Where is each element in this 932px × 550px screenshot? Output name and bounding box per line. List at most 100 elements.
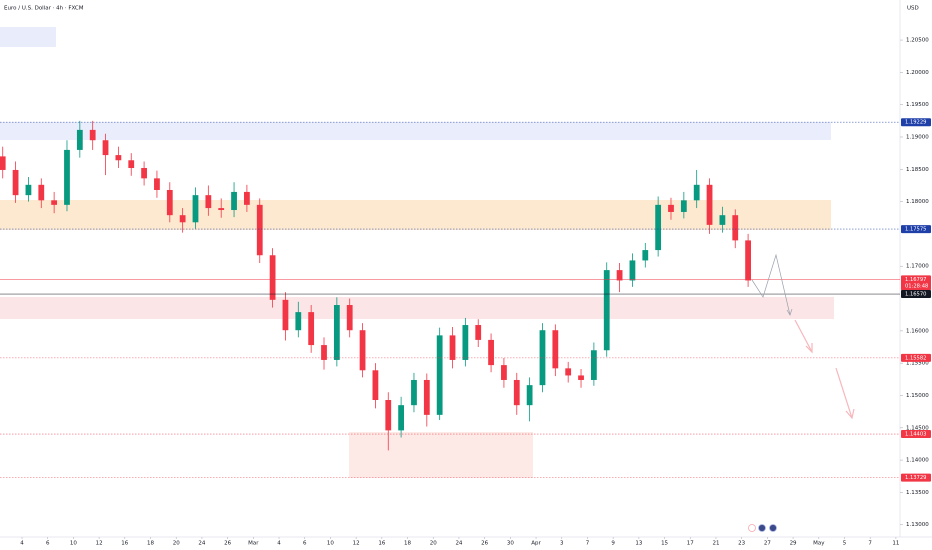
candle-body: [552, 330, 559, 369]
x-tick-label: 26: [481, 541, 488, 547]
candle-body: [205, 195, 212, 209]
candle-body: [436, 335, 443, 415]
candle-body: [372, 370, 379, 401]
x-tick-label: 7: [868, 541, 872, 547]
candle-body: [488, 339, 494, 366]
candle-body: [179, 215, 186, 223]
candle-body: [629, 260, 636, 281]
level-label-box: [901, 275, 931, 291]
arrow-head: [805, 343, 813, 354]
x-tick-label: 9: [611, 541, 615, 547]
y-tick-label: 1.20000: [906, 70, 929, 76]
x-tick-label: 5: [843, 541, 847, 547]
x-tick-label: 20: [173, 541, 180, 547]
x-tick-label: 4: [277, 541, 281, 547]
candle-body: [192, 195, 199, 223]
level-label: 1.13729: [905, 475, 926, 481]
candle-body: [719, 215, 726, 225]
projection-arrow: [794, 319, 813, 353]
candle-body: [269, 255, 276, 300]
y-tick-label: 1.14500: [906, 425, 929, 431]
candle-body: [359, 330, 366, 371]
level-label-box: [901, 118, 931, 127]
candle-body: [51, 200, 58, 205]
candle-body: [76, 129, 83, 150]
x-tick-label: 10: [327, 541, 334, 547]
candle-body: [295, 312, 302, 331]
candle-body: [578, 375, 584, 380]
candle-body: [565, 368, 572, 376]
level-label-box: [901, 290, 931, 299]
projection: [751, 253, 855, 420]
candle-body: [693, 184, 700, 201]
level-label: 1.14403: [905, 432, 926, 438]
candle-body: [102, 140, 109, 156]
candle-body: [128, 160, 135, 169]
x-tick-label: 21: [712, 541, 719, 547]
y-tick-label: 1.20500: [906, 38, 929, 44]
candle-body: [398, 405, 405, 431]
zone: [0, 27, 56, 47]
x-tick-label: 15: [661, 541, 668, 547]
event-icon[interactable]: [769, 524, 777, 532]
arrow-head: [786, 308, 793, 316]
candles: [0, 120, 751, 451]
candle-body: [449, 335, 456, 360]
candle-body: [539, 330, 546, 386]
x-tick-label: Apr: [531, 541, 541, 547]
zones: [0, 27, 834, 478]
candle-body: [423, 379, 430, 415]
candle-body: [655, 204, 662, 251]
candle-body: [385, 400, 392, 431]
level-label-box: [901, 430, 931, 439]
y-tick-label: 1.18500: [906, 167, 929, 173]
x-tick-label: 27: [764, 541, 771, 547]
candle-body: [462, 325, 469, 360]
level-label: 1.19229: [905, 120, 926, 126]
x-tick-label: 6: [46, 541, 50, 547]
event-icon[interactable]: [748, 524, 756, 532]
candle-body: [12, 169, 19, 196]
x-tick-label: Mar: [248, 541, 259, 547]
zone: [0, 297, 834, 319]
level-label: 1.16570: [905, 292, 926, 298]
x-tick-label: 11: [892, 541, 899, 547]
x-tick-label: 4: [20, 541, 24, 547]
candle-body: [668, 204, 674, 212]
candle-body: [282, 299, 289, 331]
y-tick-label: 1.15500: [906, 361, 929, 367]
candle-body: [346, 305, 353, 331]
candle-body: [89, 129, 96, 141]
x-tick-label: 17: [687, 541, 694, 547]
event-icons: [748, 524, 777, 532]
y-tick-label: 1.18000: [906, 199, 929, 205]
candle-body: [115, 155, 122, 161]
arrow-head: [845, 408, 855, 420]
y-tick-label: 1.15000: [906, 393, 929, 399]
candle-body: [38, 184, 45, 201]
candle-body: [308, 312, 315, 346]
candle-body: [680, 200, 687, 212]
candle-body: [642, 250, 649, 261]
candle-body: [141, 168, 147, 179]
candle-body: [64, 149, 70, 205]
level-label-box: [901, 353, 931, 362]
candle-body: [590, 350, 597, 380]
x-tick-label: 29: [790, 541, 797, 547]
x-tick-label: 20: [430, 541, 437, 547]
x-tick-label: 13: [635, 541, 642, 547]
candle-body: [218, 208, 225, 211]
x-tick-label: 23: [738, 541, 745, 547]
x-tick-label: 7: [586, 541, 590, 547]
candle-body: [603, 270, 610, 351]
candle-body: [333, 305, 340, 360]
candle-body: [732, 215, 739, 241]
x-tick-label: 24: [198, 541, 205, 547]
candle-body: [526, 385, 533, 406]
event-icon[interactable]: [758, 524, 766, 532]
y-tick-label: 1.19000: [906, 134, 929, 140]
candle-body: [231, 191, 237, 211]
candle-body: [706, 184, 713, 225]
